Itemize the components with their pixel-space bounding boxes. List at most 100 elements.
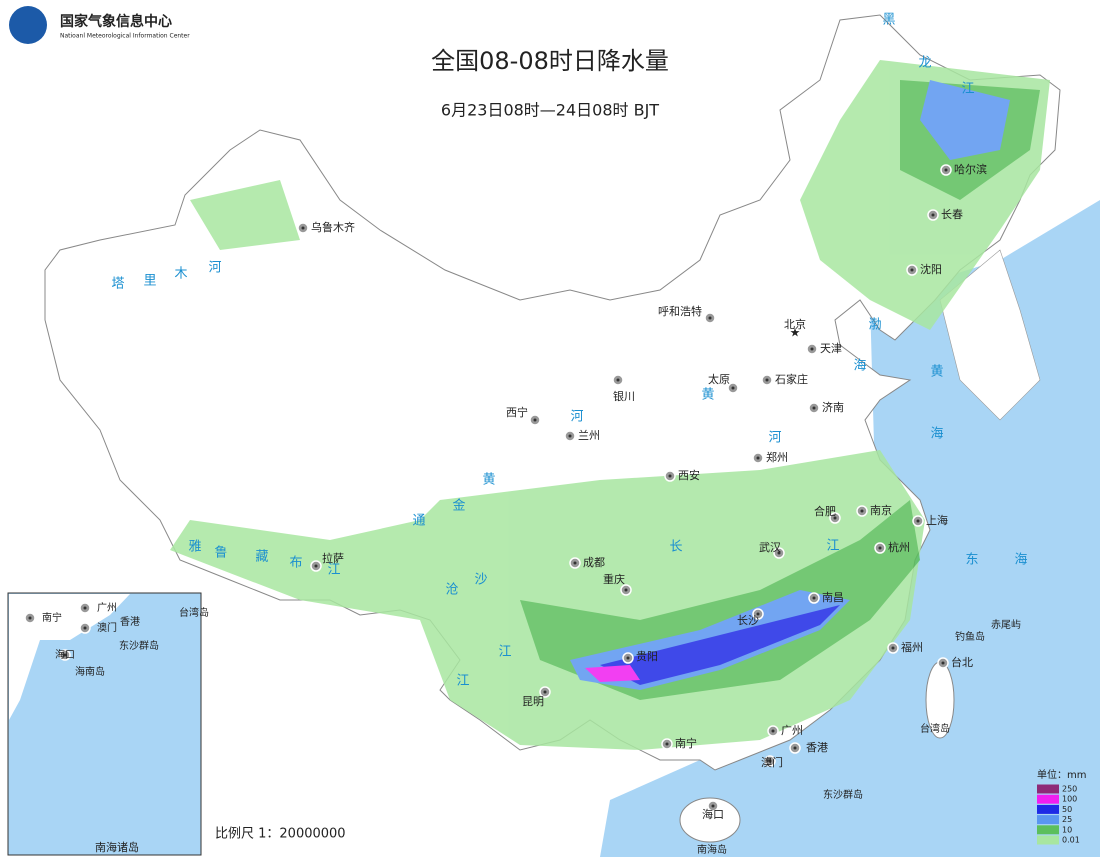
logo: 国家气象信息中心 Natioanl Meteorological Informa… <box>9 6 190 44</box>
city-label: 香港 <box>806 741 828 754</box>
city-dot-core <box>668 474 672 478</box>
inset <box>7 592 202 856</box>
water-label: 长 <box>669 540 682 555</box>
korea <box>939 249 1041 421</box>
inset-title: 南海诸岛 <box>95 840 139 854</box>
inset-label: 广州 <box>97 602 117 614</box>
city-dot-core <box>543 690 547 694</box>
city-label: 西安 <box>678 468 700 482</box>
legend-swatch <box>1037 794 1059 804</box>
city-dot-core <box>910 268 914 272</box>
rain-storm <box>600 605 840 685</box>
legend-label: 0.01 <box>1062 836 1080 845</box>
city-dot-core <box>301 226 305 230</box>
capital-star: ★ <box>790 326 801 340</box>
city-label: 长沙 <box>737 614 759 627</box>
water-label: 江 <box>498 645 511 660</box>
city-label: 澳门 <box>761 755 783 769</box>
water-label: 海 <box>930 427 943 442</box>
city-label: 哈尔滨 <box>954 162 987 176</box>
city-dot-core <box>624 588 628 592</box>
city-label: 武汉 <box>759 541 781 554</box>
rain-areas <box>170 60 1050 750</box>
city-dot-core <box>793 746 797 750</box>
city-label: 济南 <box>822 400 844 414</box>
water-label: 沙 <box>474 573 487 588</box>
city-dot-core <box>944 168 948 172</box>
legend-label: 25 <box>1062 815 1072 824</box>
water-label: 通 <box>412 514 425 529</box>
city-label: 贵阳 <box>636 650 658 663</box>
place-label: 台湾岛 <box>920 722 950 735</box>
city-dot-core <box>83 606 87 610</box>
city-dot-core <box>626 656 630 660</box>
city-label: 杭州 <box>888 540 910 554</box>
inset-land <box>9 594 130 720</box>
city-label: 海口 <box>702 807 724 821</box>
city-dot-core <box>860 509 864 513</box>
city-dot-core <box>916 519 920 523</box>
city-dot-core <box>28 616 32 620</box>
city-label: 拉萨 <box>322 551 344 565</box>
city-dot-core <box>812 596 816 600</box>
water-label: 渤 <box>868 317 881 333</box>
scale: 比例尺 1：20000000 <box>215 827 346 842</box>
city-dot-core <box>768 759 772 763</box>
city-label: 南京 <box>870 503 892 517</box>
water-label: 河 <box>768 431 781 446</box>
city-dot-core <box>708 316 712 320</box>
city-label: 重庆 <box>603 572 625 586</box>
city-label: 福州 <box>901 640 923 654</box>
city-label: 成都 <box>583 556 605 569</box>
city-label: 广州 <box>781 724 803 737</box>
legend-label: 50 <box>1062 805 1072 814</box>
water-label: 海 <box>1014 553 1027 568</box>
title: 全国08-08时日降水量 <box>431 47 669 75</box>
water-label: 藏 <box>255 550 268 565</box>
city-dot-core <box>812 406 816 410</box>
city-dot-core <box>833 516 837 520</box>
city-label: 合肥 <box>814 504 836 518</box>
city-label: 北京 <box>784 317 806 331</box>
legend-swatch <box>1037 835 1059 845</box>
city-dot-core <box>616 378 620 382</box>
city-dot-core <box>665 742 669 746</box>
legend-swatch <box>1037 825 1059 835</box>
water-label: 鲁 <box>214 546 227 561</box>
rain-extreme <box>585 665 640 682</box>
city-dot-core <box>314 564 318 568</box>
legend-label: 10 <box>1062 825 1072 834</box>
rain-light <box>190 180 300 250</box>
legend-label: 100 <box>1062 795 1077 804</box>
water-label: 河 <box>570 410 583 425</box>
city-dot-core <box>810 347 814 351</box>
legend-label: 250 <box>1062 785 1077 794</box>
city-dot-core <box>573 561 577 565</box>
city-label: 沈阳 <box>920 262 942 276</box>
place-label: 赤尾屿 <box>991 619 1021 631</box>
city-dot-core <box>765 378 769 382</box>
city-label: 银川 <box>613 389 635 403</box>
city-dot-core <box>731 386 735 390</box>
logo-icon <box>9 6 47 44</box>
water-label: 河 <box>208 261 221 276</box>
water-label: 江 <box>961 82 974 97</box>
city-dot-core <box>891 646 895 650</box>
inset-label: 南宁 <box>42 611 62 624</box>
legend-swatch <box>1037 784 1059 794</box>
city-dot-core <box>777 551 781 555</box>
inset-label: 东沙群岛 <box>119 639 159 652</box>
water-label: 塔 <box>111 277 124 292</box>
water-label: 里 <box>143 274 156 289</box>
legend-swatch <box>1037 815 1059 825</box>
hainan <box>679 797 741 843</box>
inset-label: 台湾岛 <box>179 606 209 619</box>
logo-en: Natioanl Meteorological Information Cent… <box>60 33 190 40</box>
legend-swatch <box>1037 804 1059 814</box>
water-label: 雅 <box>188 540 201 555</box>
water-label: 江 <box>456 674 469 689</box>
city-label: 台北 <box>951 655 973 669</box>
city-label: 太原 <box>708 373 730 386</box>
water-label: 沧 <box>445 582 458 598</box>
